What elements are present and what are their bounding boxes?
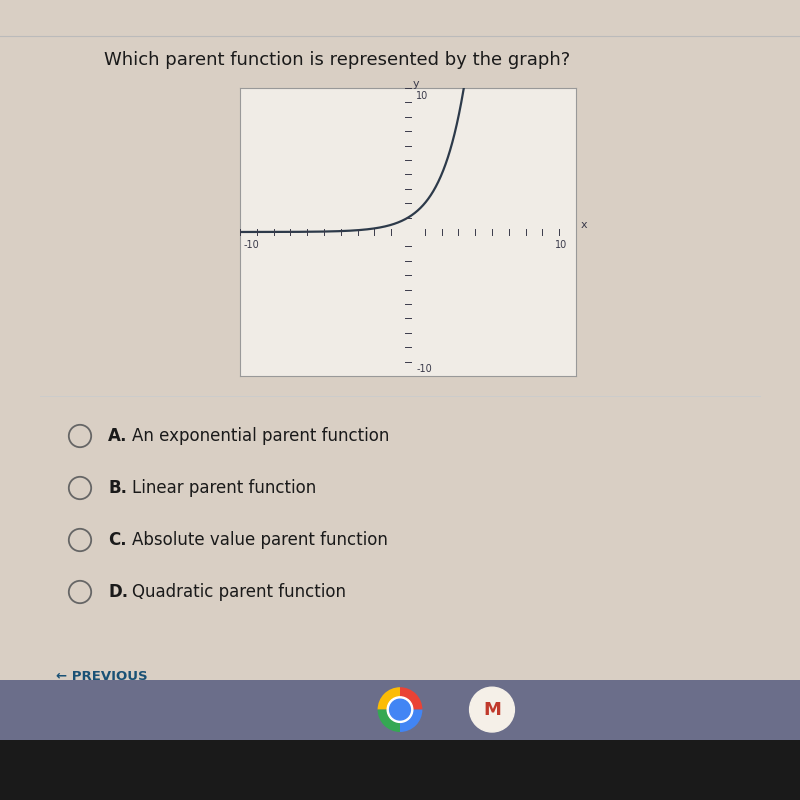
Text: 10: 10 [416, 91, 429, 101]
Text: ← PREVIOUS: ← PREVIOUS [56, 670, 148, 682]
Text: Which parent function is represented by the graph?: Which parent function is represented by … [104, 51, 570, 69]
Text: y: y [413, 78, 420, 89]
Text: A.: A. [108, 427, 127, 445]
Text: Linear parent function: Linear parent function [132, 479, 316, 497]
Text: -10: -10 [243, 240, 259, 250]
Text: M: M [483, 701, 501, 718]
Text: C.: C. [108, 531, 126, 549]
Text: D.: D. [108, 583, 128, 601]
Text: B.: B. [108, 479, 127, 497]
Text: An exponential parent function: An exponential parent function [132, 427, 390, 445]
Text: x: x [581, 220, 588, 230]
Text: Quadratic parent function: Quadratic parent function [132, 583, 346, 601]
Text: 10: 10 [555, 240, 568, 250]
Text: -10: -10 [416, 364, 432, 374]
Text: Absolute value parent function: Absolute value parent function [132, 531, 388, 549]
